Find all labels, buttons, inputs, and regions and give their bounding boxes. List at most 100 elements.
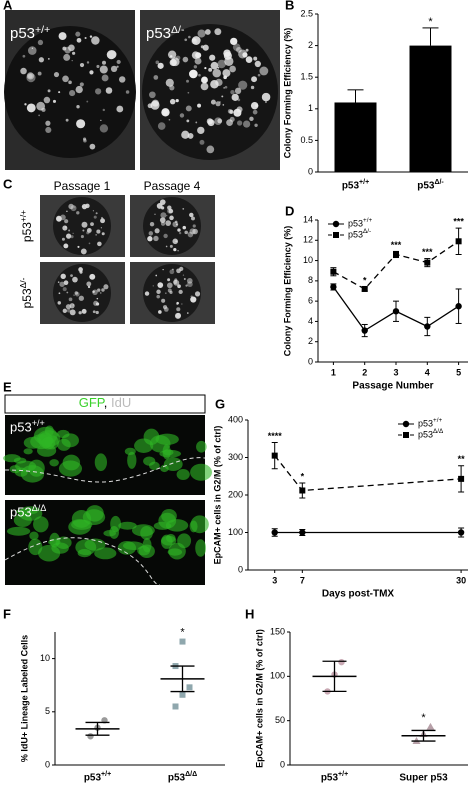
x-axis-label: Passage Number	[352, 381, 433, 392]
x-tick-label: p53+/+	[321, 771, 348, 784]
texture-dot	[167, 205, 172, 210]
cell	[118, 521, 137, 530]
texture-dot	[250, 101, 259, 110]
x-tick-label: 7	[300, 575, 305, 585]
y-axis-label: Colony Forming Efficiency (%)	[282, 28, 292, 159]
texture-dot	[169, 269, 175, 275]
y-tick-label: 2	[308, 336, 313, 346]
texture-dot	[102, 108, 106, 112]
point	[455, 238, 462, 245]
texture-dot	[206, 145, 215, 154]
texture-dot	[159, 199, 166, 205]
texture-dot	[254, 60, 261, 68]
point	[393, 251, 399, 258]
texture-dot	[64, 46, 72, 54]
texture-dot	[82, 229, 85, 232]
basement-line	[4, 537, 161, 586]
texture-dot	[73, 294, 75, 296]
texture-dot	[252, 109, 258, 115]
point	[361, 285, 368, 292]
point	[186, 684, 193, 691]
texture-dot	[100, 227, 102, 229]
texture-dot	[257, 73, 261, 77]
texture-dot	[103, 284, 109, 290]
texture-dot	[222, 104, 225, 106]
texture-dot	[162, 268, 164, 271]
texture-dot	[177, 284, 181, 289]
texture-dot	[186, 79, 189, 83]
point	[361, 327, 368, 334]
texture-dot	[89, 70, 94, 75]
texture-dot	[155, 274, 158, 277]
texture-dot	[62, 308, 67, 314]
texture-dot	[37, 39, 44, 46]
texture-dot	[71, 59, 73, 62]
texture-dot	[69, 90, 76, 97]
cell	[56, 429, 70, 439]
cell	[161, 535, 177, 546]
texture-dot	[178, 289, 183, 294]
y-tick-label: 0	[308, 166, 313, 176]
significance: ***	[391, 240, 402, 250]
texture-dot	[223, 86, 226, 89]
legend-marker	[332, 220, 340, 228]
texture-dot	[90, 222, 94, 227]
cell	[165, 519, 189, 532]
cell	[195, 539, 207, 557]
texture-dot	[106, 50, 116, 60]
y-tick-label: 5	[45, 706, 50, 716]
texture-dot	[236, 106, 243, 113]
point	[458, 475, 465, 482]
texture-dot	[93, 300, 99, 306]
texture-dot	[184, 38, 188, 42]
texture-dot	[52, 99, 57, 103]
point	[271, 529, 278, 536]
texture-dot	[27, 46, 37, 55]
texture-dot	[172, 238, 179, 245]
texture-dot	[156, 294, 160, 299]
panel-letter: H	[245, 606, 254, 621]
texture-dot	[193, 65, 198, 69]
texture-dot	[58, 91, 61, 94]
texture-dot	[217, 66, 220, 69]
texture-dot	[72, 51, 76, 55]
texture-dot	[24, 103, 27, 106]
texture-dot	[175, 223, 178, 226]
cell	[23, 448, 33, 455]
texture-dot	[62, 225, 68, 231]
texture-dot	[169, 215, 174, 221]
cell	[33, 516, 49, 533]
texture-dot	[177, 228, 181, 232]
point	[330, 283, 337, 291]
cell	[77, 549, 92, 558]
y-tick-label: 50	[275, 715, 285, 725]
row-label: p53+/+	[18, 210, 34, 242]
legend-marker	[403, 432, 409, 438]
texture-dot	[161, 298, 166, 303]
point	[299, 529, 306, 536]
point	[455, 303, 462, 310]
texture-dot	[179, 113, 185, 118]
texture-dot	[116, 105, 124, 113]
significance: *	[363, 275, 367, 285]
cell	[162, 444, 171, 460]
cell	[15, 508, 38, 515]
texture-dot	[250, 85, 255, 90]
cell	[38, 544, 61, 562]
texture-dot	[214, 28, 222, 36]
texture-dot	[208, 67, 213, 72]
texture-dot	[63, 53, 71, 61]
panel-letter: A	[3, 0, 13, 12]
cell	[57, 438, 71, 451]
texture-dot	[152, 285, 154, 287]
y-tick-label: 0	[238, 564, 243, 574]
separator: ,	[104, 395, 111, 410]
significance: ****	[268, 431, 283, 441]
texture-dot	[116, 65, 119, 68]
texture-dot	[53, 71, 60, 78]
texture-dot	[60, 273, 66, 280]
cell	[62, 454, 81, 471]
texture-dot	[163, 307, 169, 312]
texture-dot	[99, 65, 108, 74]
x-tick-label: 2	[362, 367, 367, 377]
